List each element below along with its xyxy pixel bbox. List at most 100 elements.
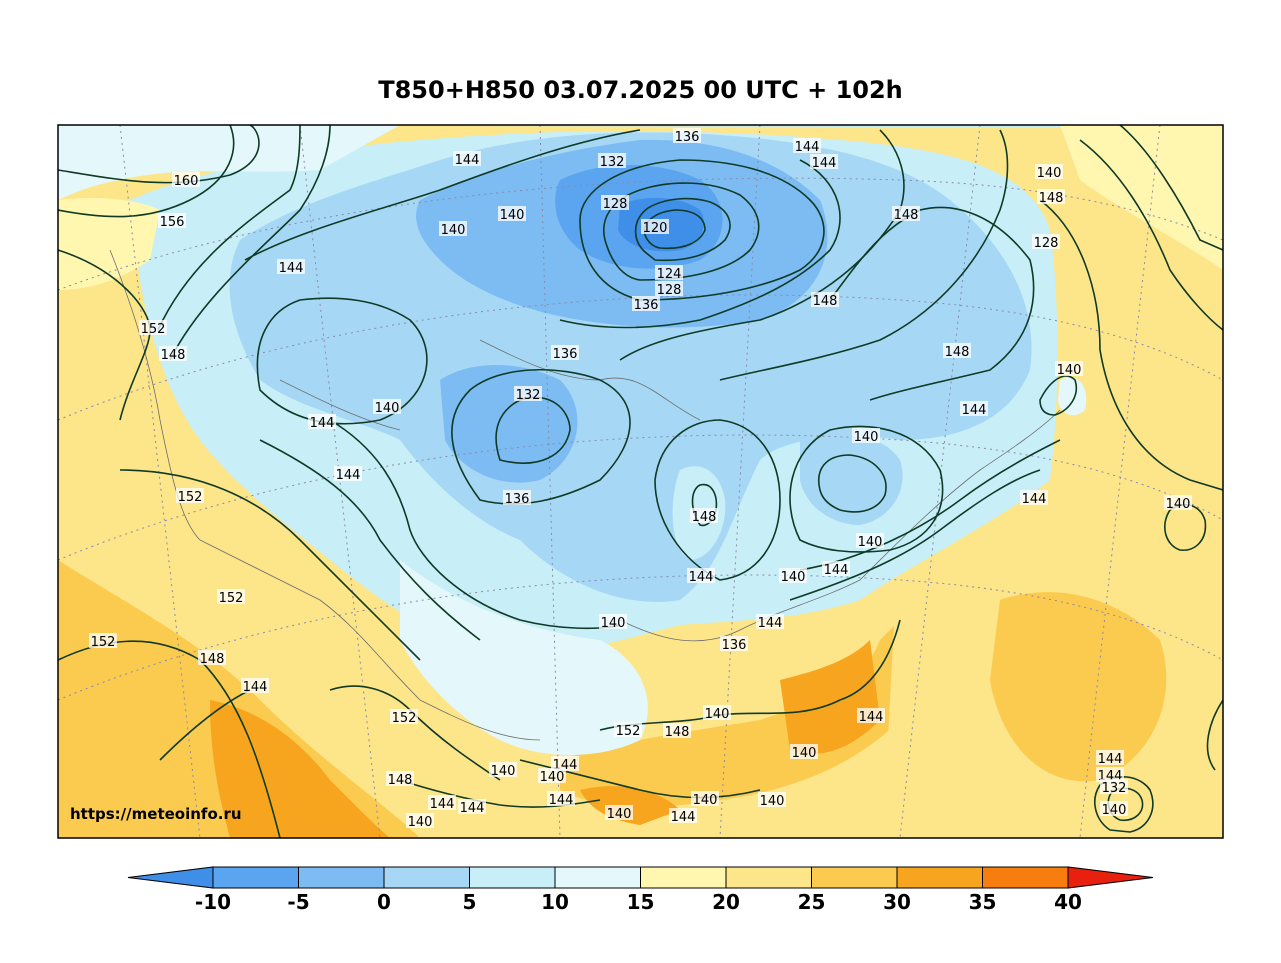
- colorbar-tick-label: 40: [1054, 890, 1082, 914]
- contour-label-bg: [1100, 779, 1128, 794]
- contour-label: 140: [854, 430, 879, 445]
- colorbar-segment: [298, 866, 385, 889]
- contour-label-bg: [277, 259, 305, 274]
- colorbar-tick-label: 25: [797, 890, 826, 914]
- contour-label: 136: [722, 638, 747, 653]
- contour-label-bg: [690, 508, 718, 523]
- contour-label: 148: [200, 652, 225, 667]
- contour-label: 140: [375, 401, 400, 416]
- contour-label: 132: [600, 155, 625, 170]
- contour-label: 140: [1037, 166, 1062, 181]
- colorbar-tick-label: 20: [712, 890, 740, 914]
- contour-label-bg: [687, 568, 715, 583]
- contour-label-bg: [176, 488, 204, 503]
- contour-label: 132: [516, 388, 541, 403]
- contour-label: 140: [760, 794, 785, 809]
- contour-label-bg: [538, 768, 566, 783]
- contour-label: 152: [616, 724, 641, 739]
- contour-label: 152: [141, 322, 166, 337]
- contour-label-bg: [822, 561, 850, 576]
- contour-label: 136: [505, 492, 530, 507]
- contour-label: 140: [693, 793, 718, 808]
- contour-label: 144: [336, 468, 361, 483]
- contour-label: 152: [91, 635, 116, 650]
- height-contours: [58, 125, 1223, 838]
- contour-label: 128: [1034, 236, 1059, 251]
- contour-label: 148: [945, 345, 970, 360]
- contour-label: 148: [692, 510, 717, 525]
- contour-label-bg: [1096, 750, 1124, 765]
- contour-label: 140: [1166, 497, 1191, 512]
- contour-label: 144: [549, 793, 574, 808]
- contour-label: 140: [705, 707, 730, 722]
- contour-label-bg: [599, 614, 627, 629]
- colorbar-tick-label: 35: [968, 890, 997, 914]
- contour-label-bg: [663, 723, 691, 738]
- contour-label: 144: [671, 810, 696, 825]
- contour-label-bg: [1096, 767, 1124, 782]
- contour-label: 144: [824, 563, 849, 578]
- contour-label: 140: [500, 208, 525, 223]
- colorbar-segment: [640, 866, 727, 889]
- contour-label: 144: [455, 153, 480, 168]
- contour-label-bg: [439, 221, 467, 236]
- map-title: T850+H850 03.07.2025 00 UTC + 102h: [378, 76, 903, 104]
- colorbar-tick-label: 15: [626, 890, 655, 914]
- contour-label: 156: [160, 215, 185, 230]
- colorbar-tick-label: 10: [541, 890, 569, 914]
- contour-label: 144: [758, 616, 783, 631]
- contour-label: 160: [174, 174, 199, 189]
- contour-label-bg: [241, 678, 269, 693]
- contour-label-bg: [605, 805, 633, 820]
- contour-label: 132: [1102, 781, 1127, 796]
- map-frame: [57, 124, 1224, 839]
- contour-label: 136: [634, 298, 659, 313]
- contour-label-bg: [856, 533, 884, 548]
- contour-label: 148: [161, 348, 186, 363]
- contour-label-bg: [406, 813, 434, 828]
- contour-label: 144: [1022, 492, 1047, 507]
- contour-label-bg: [857, 708, 885, 723]
- contour-label: 140: [792, 746, 817, 761]
- contour-label: 144: [795, 140, 820, 155]
- contour-label: 148: [894, 208, 919, 223]
- contour-label-bg: [1035, 164, 1063, 179]
- colorbar-segment: [811, 866, 898, 889]
- contour-label-bg: [691, 791, 719, 806]
- contour-label: 144: [460, 801, 485, 816]
- colorbar: [127, 866, 1154, 889]
- colorbar-tick-label: -5: [287, 890, 310, 914]
- contour-label-bg: [632, 296, 660, 311]
- contour-label-bg: [503, 490, 531, 505]
- contour-label-bg: [779, 568, 807, 583]
- contour-label-bg: [598, 153, 626, 168]
- contour-label-bg: [669, 808, 697, 823]
- contour-label-bg: [720, 636, 748, 651]
- contour-label: 140: [1102, 803, 1127, 818]
- contour-label-bg: [1164, 495, 1192, 510]
- contour-label: 144: [689, 570, 714, 585]
- contour-label-bg: [458, 799, 486, 814]
- contour-label-bg: [943, 343, 971, 358]
- colorbar-tick-label: -10: [194, 890, 232, 914]
- contour-label: 144: [859, 710, 884, 725]
- contour-label: 140: [408, 815, 433, 830]
- colorbar-segment: [212, 866, 299, 889]
- contour-label-bg: [1020, 490, 1048, 505]
- watermark-link[interactable]: https://meteoinfo.ru: [70, 805, 242, 823]
- contour-label: 140: [540, 770, 565, 785]
- contour-label-bg: [614, 722, 642, 737]
- contour-label-bg: [641, 219, 669, 234]
- contour-label: 144: [812, 156, 837, 171]
- colorbar-segment: [383, 866, 470, 889]
- contour-label-bg: [793, 138, 821, 153]
- contour-label: 152: [178, 490, 203, 505]
- colorbar-arrow-left: [127, 866, 214, 889]
- contour-label: 140: [781, 570, 806, 585]
- colorbar-arrow-right: [1067, 866, 1154, 889]
- contour-label: 148: [388, 773, 413, 788]
- colorbar-segment: [554, 866, 641, 889]
- colorbar-segment: [982, 866, 1069, 889]
- colorbar-tick-label: 5: [462, 890, 477, 914]
